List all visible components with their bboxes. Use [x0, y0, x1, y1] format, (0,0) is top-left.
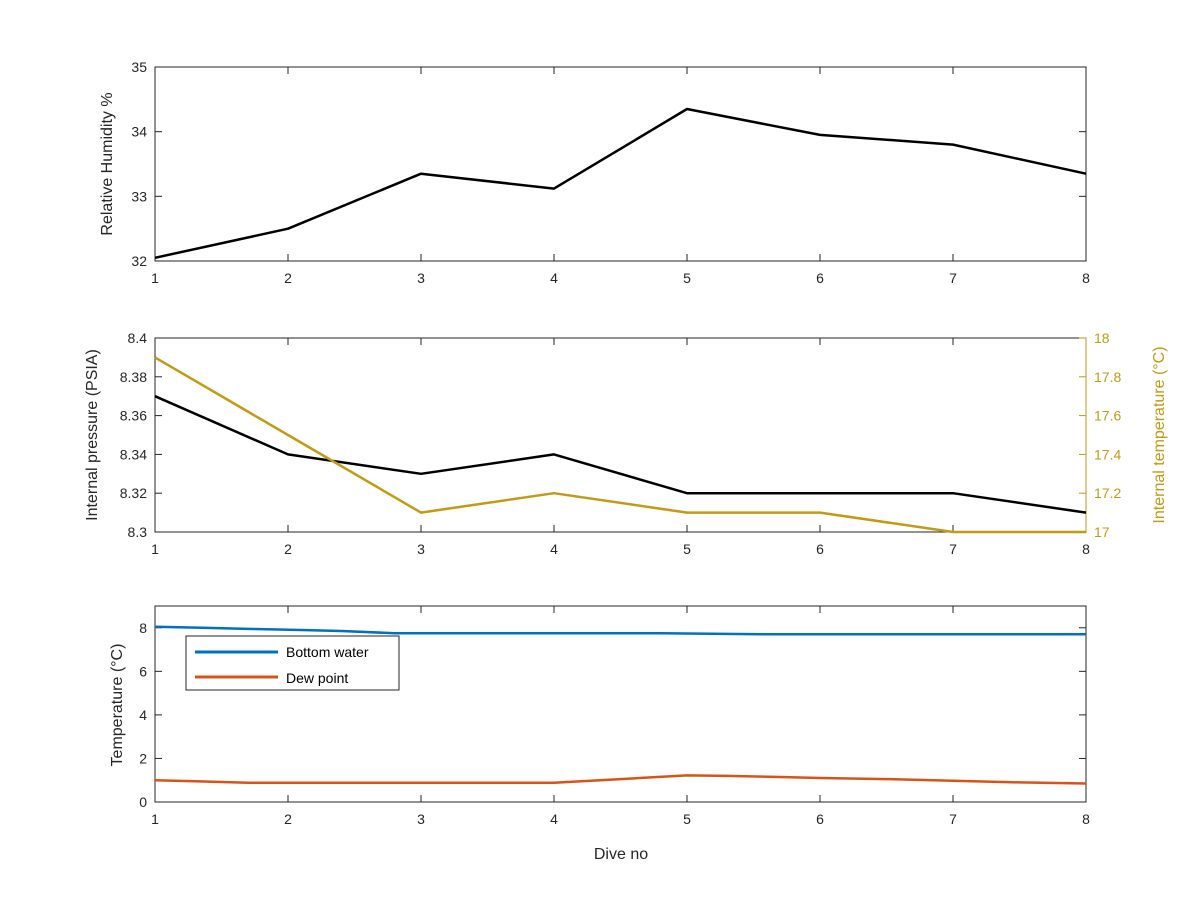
humidity-xtick-label: 3 — [417, 270, 425, 286]
temperature-axes-box — [154, 605, 1087, 803]
dew-point-series-line — [154, 774, 1087, 785]
internal-pressure-series-line — [154, 395, 1087, 514]
pressure-ytick-label: 8.3 — [128, 524, 148, 540]
pressure-y2tick-label: 17.6 — [1094, 408, 1121, 424]
humidity-xtick-label: 1 — [151, 270, 159, 286]
humidity-axes-box — [154, 66, 1087, 262]
temperature-ylabel: Temperature (°C) — [109, 644, 126, 767]
humidity-xtick-label: 6 — [816, 270, 824, 286]
pressure-y2tick-label: 17 — [1094, 524, 1110, 540]
temperature-ytick-label: 4 — [139, 707, 147, 723]
humidity-series-line — [154, 107, 1087, 260]
pressure-ytick-label: 8.38 — [120, 369, 147, 385]
temperature-xtick-label: 3 — [417, 811, 425, 827]
pressure-xtick-label: 1 — [151, 541, 159, 557]
internal-temperature-ylabel: Internal temperature (°C) — [1151, 346, 1168, 523]
pressure-ytick-label: 8.34 — [120, 446, 147, 462]
pressure-xtick-label: 2 — [284, 541, 292, 557]
humidity-ytick-label: 33 — [131, 188, 147, 204]
legend-dew-point-label: Dew point — [286, 670, 348, 686]
temperature-xtick-label: 4 — [550, 811, 558, 827]
humidity-xtick-label: 8 — [1082, 270, 1090, 286]
pressure-y2tick-label: 17.4 — [1094, 446, 1121, 462]
temperature-ytick-label: 2 — [139, 750, 147, 766]
humidity-ytick-label: 35 — [131, 59, 147, 75]
temperature-ytick-label: 0 — [139, 794, 147, 810]
internal-temperature-series-line — [154, 356, 1086, 534]
pressure-ytick-label: 8.32 — [120, 485, 147, 501]
pressure-ytick-label: 8.36 — [120, 408, 147, 424]
pressure-y2tick-label: 18 — [1094, 330, 1110, 346]
pressure-y2tick-label: 17.8 — [1094, 369, 1121, 385]
legend: Bottom water Dew point — [185, 635, 400, 691]
legend-box — [185, 635, 400, 691]
temperature-ytick-label: 6 — [139, 663, 147, 679]
pressure-ytick-label: 8.4 — [128, 330, 148, 346]
pressure-xtick-label: 4 — [550, 541, 558, 557]
humidity-xtick-label: 5 — [683, 270, 691, 286]
pressure-xtick-label: 7 — [949, 541, 957, 557]
pressure-xtick-label: 8 — [1082, 541, 1090, 557]
humidity-xtick-label: 7 — [949, 270, 957, 286]
temperature-panel: Temperature (°C) Dive no 1 2 3 4 5 6 7 8 0 2 4 6 8 B… — [109, 605, 1090, 863]
pressure-y2tick-label: 17.2 — [1094, 485, 1121, 501]
dive-no-xlabel: Dive no — [594, 846, 648, 863]
temperature-xtick-label: 5 — [683, 811, 691, 827]
humidity-ylabel: Relative Humidity % — [99, 92, 116, 235]
pressure-ylabel: Internal pressure (PSIA) — [84, 349, 101, 521]
bottom-water-series-line — [154, 625, 1086, 636]
temperature-xtick-label: 2 — [284, 811, 292, 827]
temperature-xtick-label: 8 — [1082, 811, 1090, 827]
humidity-xtick-label: 2 — [284, 270, 292, 286]
humidity-xtick-label: 4 — [550, 270, 558, 286]
temperature-xtick-label: 7 — [949, 811, 957, 827]
temperature-xtick-label: 6 — [816, 811, 824, 827]
pressure-temperature-panel: Internal pressure (PSIA) Internal temper… — [84, 330, 1168, 557]
pressure-xtick-label: 3 — [417, 541, 425, 557]
pressure-xtick-label: 5 — [683, 541, 691, 557]
pressure-xtick-label: 6 — [816, 541, 824, 557]
legend-bottom-water-label: Bottom water — [286, 644, 369, 660]
temperature-xtick-label: 1 — [151, 811, 159, 827]
humidity-ytick-label: 34 — [131, 124, 147, 140]
temperature-ytick-label: 8 — [139, 620, 147, 636]
humidity-ytick-label: 32 — [131, 253, 147, 269]
